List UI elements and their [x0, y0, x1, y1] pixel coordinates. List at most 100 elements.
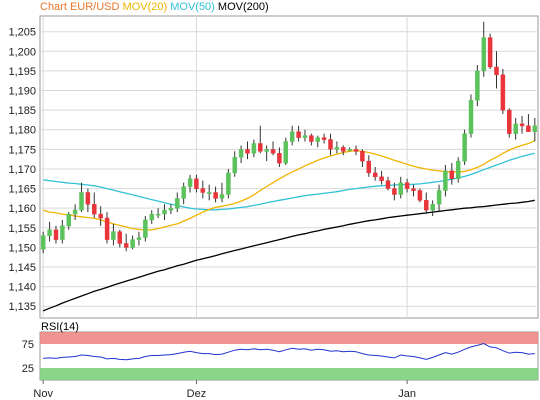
candle [296, 125, 301, 142]
candle [232, 151, 238, 177]
y-tick-label: 1,135 [8, 301, 36, 313]
y-tick-label: 1,180 [8, 125, 36, 137]
candle-body [462, 133, 467, 162]
x-tick-label: Jan [398, 388, 416, 400]
mov50-line [43, 152, 535, 211]
candle-body [392, 188, 397, 195]
y-tick-label: 1,170 [8, 164, 36, 176]
y-tick-label: 1,140 [8, 282, 36, 294]
y-tick-label: 1,145 [8, 262, 36, 274]
candle-body [519, 123, 525, 127]
y-tick-label: 1,160 [8, 203, 36, 215]
candle-body [117, 231, 123, 244]
candle [92, 192, 97, 218]
candle [289, 125, 295, 146]
candle-body [79, 192, 84, 211]
candle-body [379, 176, 384, 181]
candle-body [206, 192, 212, 194]
candle [302, 129, 308, 142]
candle [200, 180, 206, 199]
candle [532, 117, 538, 142]
candle [372, 167, 378, 181]
candle [79, 182, 84, 213]
candle-body [98, 213, 103, 219]
candle [494, 51, 499, 89]
candle-body [162, 209, 167, 215]
candle-body [47, 229, 52, 236]
candle-body [487, 37, 493, 68]
candle-body [123, 243, 129, 248]
candle [404, 178, 410, 193]
candle [487, 33, 493, 69]
candle [264, 145, 269, 162]
candle-body [475, 70, 480, 101]
candle-body [385, 180, 391, 189]
candle [468, 94, 474, 138]
candle-body [481, 37, 487, 72]
y-tick-label: 1,190 [8, 86, 36, 98]
candle [226, 168, 231, 199]
candle [136, 231, 142, 246]
candle [85, 188, 91, 213]
candle [143, 216, 148, 242]
candle-body [372, 172, 378, 178]
candle-body [321, 137, 327, 140]
candle [238, 145, 244, 164]
candle [251, 139, 257, 158]
candle [341, 145, 346, 156]
candle [385, 176, 391, 191]
candle [258, 125, 263, 154]
candle [181, 182, 186, 205]
candle-body [245, 149, 250, 154]
candle-body [181, 186, 186, 199]
candle [53, 225, 59, 244]
candle [149, 210, 155, 224]
legend-item-mov20: MOV(20) [122, 1, 168, 13]
candle-body [238, 149, 244, 158]
candle [219, 182, 225, 203]
candle-body [92, 204, 97, 215]
candle-body [104, 217, 110, 240]
candle-body [258, 143, 263, 152]
candle-body [219, 194, 225, 199]
candle-body [424, 200, 429, 211]
candle [60, 219, 65, 244]
candle-body [232, 156, 238, 174]
legend-item-mov200: MOV(200) [217, 1, 269, 13]
y-tick-label: 1,155 [8, 223, 36, 235]
candle [430, 200, 435, 217]
candle-body [136, 237, 142, 240]
y-tick-label: 1,205 [8, 27, 36, 39]
rsi-overbought-band [40, 332, 538, 344]
candle-body [143, 219, 148, 238]
y-tick-label: 1,195 [8, 66, 36, 78]
candle-body [270, 149, 276, 154]
candle-body [468, 100, 474, 134]
candle [455, 157, 461, 183]
candle-body [194, 178, 199, 189]
candle [117, 229, 123, 248]
candle [309, 133, 314, 146]
candle-body [455, 160, 461, 179]
candle-body [200, 188, 206, 193]
candle [123, 233, 129, 252]
legend-item-mov50: MOV(50) [170, 1, 215, 13]
candle [194, 174, 199, 193]
candle-body [302, 135, 308, 138]
candle [213, 186, 218, 203]
candle-body [53, 229, 59, 240]
candle [98, 206, 103, 226]
candle-body [85, 192, 91, 205]
chart-legend: Chart EUR/USD MOV(20) MOV(50) MOV(200) [40, 1, 269, 13]
candle-body [513, 123, 518, 134]
candle-body [60, 225, 65, 240]
candle [443, 165, 448, 197]
candle [155, 208, 161, 218]
candle-body [213, 192, 218, 199]
candle [277, 147, 282, 167]
candle-body [366, 160, 372, 174]
candle [379, 170, 384, 185]
rsi-line [43, 342, 535, 361]
candle [513, 117, 518, 140]
